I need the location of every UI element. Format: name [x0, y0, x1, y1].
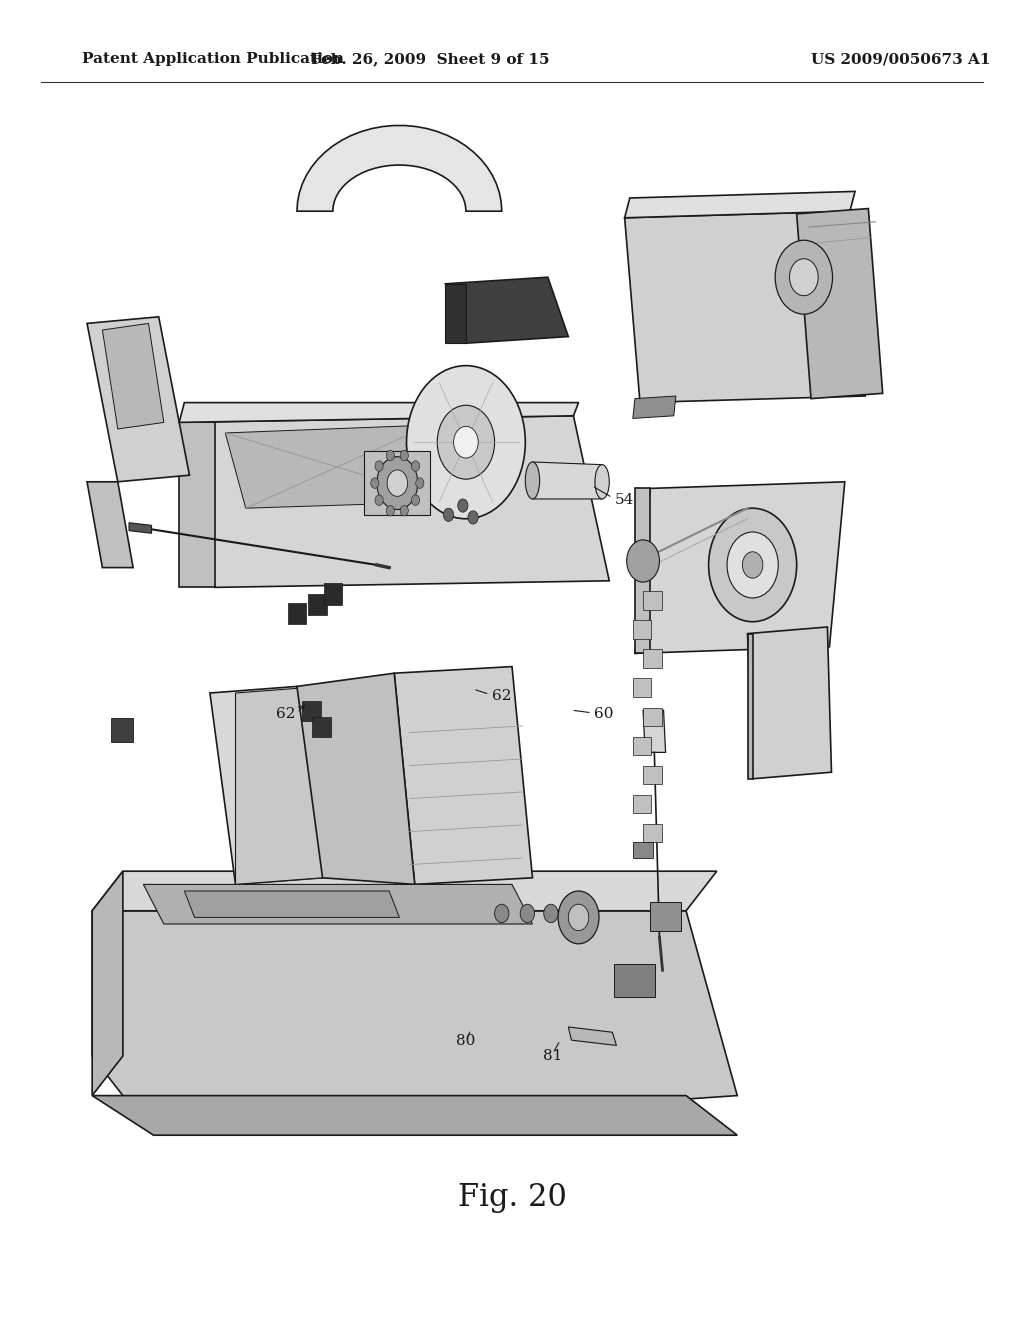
Circle shape [412, 495, 420, 506]
Circle shape [400, 506, 409, 516]
Polygon shape [87, 317, 189, 482]
Bar [288, 603, 306, 624]
Bar [633, 737, 651, 755]
Polygon shape [225, 425, 451, 508]
Circle shape [407, 366, 525, 519]
Polygon shape [129, 523, 152, 533]
Bar [308, 594, 327, 615]
Circle shape [790, 259, 818, 296]
Circle shape [387, 470, 408, 496]
Polygon shape [748, 634, 753, 779]
Bar [633, 678, 651, 697]
Circle shape [386, 506, 394, 516]
Bar [643, 766, 662, 784]
Polygon shape [625, 191, 855, 218]
Polygon shape [179, 422, 215, 587]
Text: 62: 62 [276, 708, 296, 721]
Polygon shape [635, 482, 845, 653]
Text: Fig. 20: Fig. 20 [458, 1181, 566, 1213]
Polygon shape [797, 209, 883, 399]
Polygon shape [445, 277, 568, 343]
Polygon shape [92, 871, 123, 1096]
Polygon shape [92, 911, 737, 1135]
Polygon shape [633, 396, 676, 418]
Bar [324, 583, 342, 605]
Text: 81: 81 [543, 1049, 562, 1063]
Circle shape [386, 450, 394, 461]
Bar [633, 795, 651, 813]
Text: 54: 54 [614, 494, 634, 507]
Bar [633, 620, 651, 639]
Text: Patent Application Publication: Patent Application Publication [82, 53, 344, 66]
Polygon shape [184, 891, 399, 917]
Polygon shape [143, 884, 532, 924]
Circle shape [709, 508, 797, 622]
Circle shape [443, 508, 454, 521]
Circle shape [544, 904, 558, 923]
Text: 60: 60 [594, 708, 613, 721]
Circle shape [742, 552, 763, 578]
Polygon shape [532, 462, 602, 499]
Text: US 2009/0050673 A1: US 2009/0050673 A1 [811, 53, 991, 66]
Circle shape [568, 904, 589, 931]
Circle shape [458, 499, 468, 512]
Ellipse shape [595, 465, 609, 499]
Polygon shape [297, 673, 415, 884]
Polygon shape [568, 1027, 616, 1045]
Circle shape [727, 532, 778, 598]
Polygon shape [614, 964, 655, 997]
Circle shape [775, 240, 833, 314]
Polygon shape [297, 125, 502, 211]
Circle shape [371, 478, 379, 488]
Circle shape [412, 461, 420, 471]
Polygon shape [625, 211, 865, 403]
Bar [111, 718, 133, 742]
Polygon shape [179, 403, 579, 422]
Circle shape [416, 478, 424, 488]
Text: 80: 80 [456, 1035, 475, 1048]
Text: 62: 62 [492, 689, 511, 702]
Polygon shape [210, 686, 323, 884]
Text: Feb. 26, 2009  Sheet 9 of 15: Feb. 26, 2009 Sheet 9 of 15 [311, 53, 549, 66]
Polygon shape [635, 488, 650, 653]
Circle shape [400, 450, 409, 461]
Circle shape [375, 461, 383, 471]
Circle shape [377, 457, 418, 510]
Polygon shape [179, 416, 609, 587]
Bar [650, 902, 681, 931]
Polygon shape [394, 667, 532, 884]
Circle shape [520, 904, 535, 923]
Polygon shape [748, 627, 831, 779]
Circle shape [627, 540, 659, 582]
Ellipse shape [525, 462, 540, 499]
Polygon shape [102, 323, 164, 429]
Circle shape [454, 426, 478, 458]
Bar [633, 842, 653, 858]
Circle shape [375, 495, 383, 506]
Circle shape [437, 405, 495, 479]
Circle shape [558, 891, 599, 944]
Polygon shape [643, 710, 666, 752]
Circle shape [495, 904, 509, 923]
Bar [643, 649, 662, 668]
Bar [364, 451, 430, 515]
Bar [643, 708, 662, 726]
Polygon shape [92, 871, 717, 911]
Bar [643, 591, 662, 610]
Bar [643, 824, 662, 842]
Polygon shape [236, 686, 323, 884]
Bar [312, 717, 331, 737]
Polygon shape [92, 1096, 737, 1135]
Polygon shape [87, 482, 133, 568]
Bar [302, 701, 321, 721]
Polygon shape [445, 284, 466, 343]
Circle shape [468, 511, 478, 524]
